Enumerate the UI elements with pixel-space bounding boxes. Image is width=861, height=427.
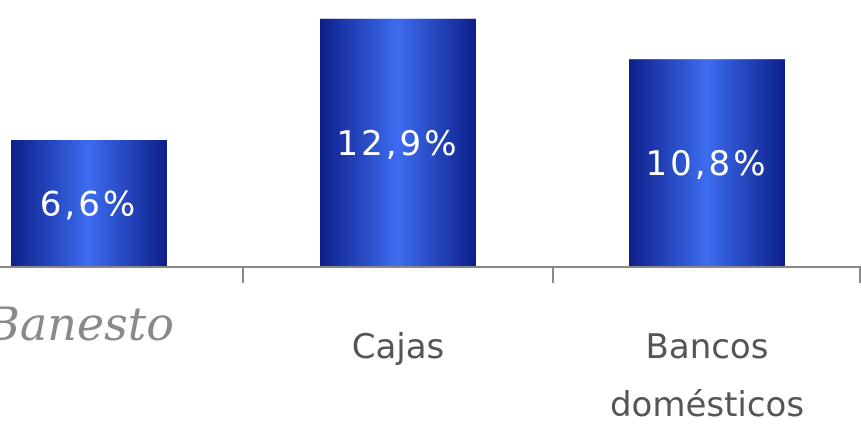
bar-2 xyxy=(320,18,476,267)
bar-1 xyxy=(11,140,167,267)
bar-value-label: 10,8% xyxy=(645,144,768,184)
banesto-logo-label: Banesto xyxy=(0,297,174,351)
bar-value-label: 12,9% xyxy=(336,124,459,164)
category-label: Cajas xyxy=(352,327,445,367)
category-label: domésticos xyxy=(610,385,804,425)
bar-value-label: 6,6% xyxy=(40,185,138,225)
x-axis xyxy=(0,266,861,283)
bar-3 xyxy=(629,59,785,267)
bars-group xyxy=(11,18,785,267)
labels-group: 6,6% Banesto 12,9% Cajas 10,8% Bancos doméstic… xyxy=(0,124,804,425)
category-label: Bancos xyxy=(646,327,769,367)
